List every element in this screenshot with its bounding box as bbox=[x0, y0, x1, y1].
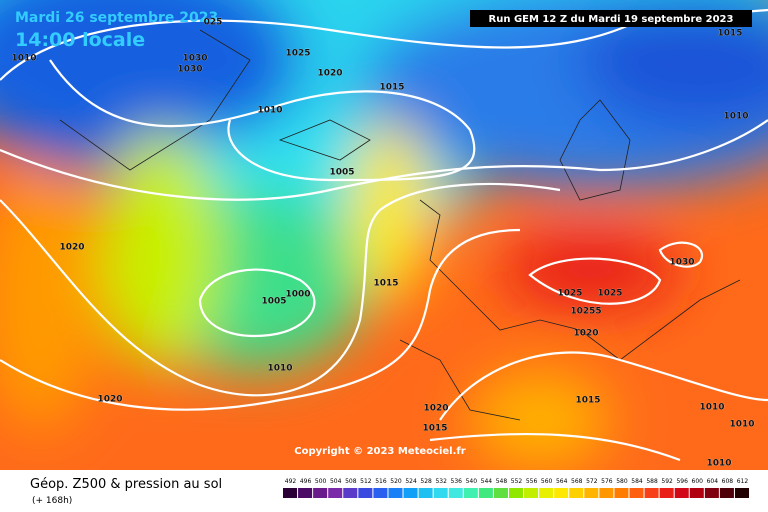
scale-label: 512 bbox=[360, 478, 372, 485]
isobar-label: 1005 bbox=[329, 168, 354, 178]
scale-swatch bbox=[614, 488, 629, 498]
scale-label: 592 bbox=[661, 478, 673, 485]
isobar-label: 1010 bbox=[267, 364, 292, 374]
scale-label: 600 bbox=[692, 478, 704, 485]
scale-swatch bbox=[448, 488, 463, 498]
isobar-label: 1015 bbox=[575, 396, 600, 406]
isobar-label: 1015 bbox=[379, 83, 404, 93]
time: 14:00 locale bbox=[15, 29, 145, 51]
scale-label: 540 bbox=[466, 478, 478, 485]
scale-swatch bbox=[539, 488, 554, 498]
isobar-label: 1020 bbox=[59, 243, 84, 253]
isobar-label: 1020 bbox=[97, 395, 122, 405]
scale-swatch bbox=[298, 488, 313, 498]
scale-label: 544 bbox=[481, 478, 493, 485]
scale-swatch bbox=[388, 488, 403, 498]
isobar-label: 1025 bbox=[597, 289, 622, 299]
scale-swatch bbox=[358, 488, 373, 498]
scale-label: 532 bbox=[435, 478, 447, 485]
scale-swatch bbox=[403, 488, 418, 498]
scale-label: 588 bbox=[646, 478, 658, 485]
scale-swatch bbox=[554, 488, 569, 498]
scale-swatch bbox=[719, 488, 734, 498]
scale-swatch bbox=[463, 488, 478, 498]
scale-swatch bbox=[418, 488, 433, 498]
scale-label: 548 bbox=[496, 478, 508, 485]
scale-swatch bbox=[508, 488, 524, 498]
scale-swatch bbox=[629, 488, 644, 498]
isobar-label: 1020 bbox=[573, 329, 598, 339]
scale-label: 528 bbox=[420, 478, 432, 485]
scale-label: 560 bbox=[541, 478, 553, 485]
scale-label: 536 bbox=[451, 478, 463, 485]
scale-swatch bbox=[584, 488, 599, 498]
isobar-label: 1015 bbox=[717, 29, 742, 39]
scale-label: 572 bbox=[586, 478, 598, 485]
scale-swatch bbox=[373, 488, 388, 498]
isobar-label: 1010 bbox=[729, 420, 754, 430]
isobar-label: 1020 bbox=[317, 69, 342, 79]
scale-label: 516 bbox=[375, 478, 387, 485]
field bbox=[0, 0, 768, 470]
scale-swatch bbox=[674, 488, 689, 498]
isobar-label: 1010 bbox=[706, 459, 731, 469]
scale-label: 508 bbox=[345, 478, 357, 485]
scale-label: 504 bbox=[330, 478, 342, 485]
isobar-label: 1010 bbox=[699, 403, 724, 413]
scale-swatch bbox=[689, 488, 704, 498]
scale-label: 552 bbox=[511, 478, 523, 485]
legend-title: Géop. Z500 & pression au sol bbox=[30, 477, 222, 492]
scale-swatch bbox=[659, 488, 674, 498]
scale-label: 604 bbox=[707, 478, 719, 485]
scale-label: 500 bbox=[315, 478, 327, 485]
scale-label: 496 bbox=[300, 478, 312, 485]
scale-swatch bbox=[313, 488, 328, 498]
isobar-label: 1030 bbox=[177, 65, 202, 75]
run-info: Run GEM 12 Z du Mardi 19 septembre 2023 bbox=[489, 14, 734, 25]
scale-label: 564 bbox=[556, 478, 568, 485]
isobar-label: 1025 bbox=[285, 49, 310, 59]
scale-swatch bbox=[734, 488, 749, 498]
isobar-label: 10255 bbox=[570, 307, 601, 317]
isobar-label: 025 bbox=[204, 18, 223, 28]
legend-lead: (+ 168h) bbox=[32, 496, 72, 506]
scale-label: 596 bbox=[676, 478, 688, 485]
scale-swatch bbox=[283, 488, 298, 498]
scale-label: 584 bbox=[631, 478, 643, 485]
isobar-label: 1000 bbox=[285, 290, 310, 300]
date: Mardi 26 septembre 2023 bbox=[15, 10, 218, 26]
scale-swatch bbox=[644, 488, 659, 498]
isobar-label: 1015 bbox=[422, 424, 447, 434]
isobar-label: 1030 bbox=[669, 258, 694, 268]
isobar-label: 1005 bbox=[261, 297, 286, 307]
isobar-label: 1020 bbox=[423, 404, 448, 414]
scale-label: 524 bbox=[405, 478, 417, 485]
scale-swatch bbox=[599, 488, 614, 498]
isobar-label: 1025 bbox=[557, 289, 582, 299]
scale-swatch bbox=[524, 488, 539, 498]
scale-label: 556 bbox=[526, 478, 538, 485]
isobar-label: 1010 bbox=[257, 106, 282, 116]
scale-label: 568 bbox=[571, 478, 583, 485]
scale-swatch bbox=[493, 488, 508, 498]
scale-swatch bbox=[328, 488, 343, 498]
scale-label: 608 bbox=[722, 478, 734, 485]
scale-swatch bbox=[478, 488, 493, 498]
scale-label: 492 bbox=[285, 478, 297, 485]
isobar-label: 1010 bbox=[723, 112, 748, 122]
scale-swatch bbox=[704, 488, 719, 498]
isobar-label: 1010 bbox=[11, 54, 36, 64]
scale-label: 576 bbox=[601, 478, 613, 485]
scale-swatch bbox=[343, 488, 358, 498]
isobar-label: 1015 bbox=[373, 279, 398, 289]
scale-label: 520 bbox=[390, 478, 402, 485]
scale-swatch bbox=[433, 488, 448, 498]
run-box bbox=[470, 10, 752, 27]
isobar-label: 1030 bbox=[182, 54, 207, 64]
copyright: Copyright © 2023 Meteociel.fr bbox=[294, 446, 465, 457]
scale-label: 580 bbox=[616, 478, 628, 485]
scale-label: 612 bbox=[737, 478, 749, 485]
scale-swatch bbox=[569, 488, 584, 498]
